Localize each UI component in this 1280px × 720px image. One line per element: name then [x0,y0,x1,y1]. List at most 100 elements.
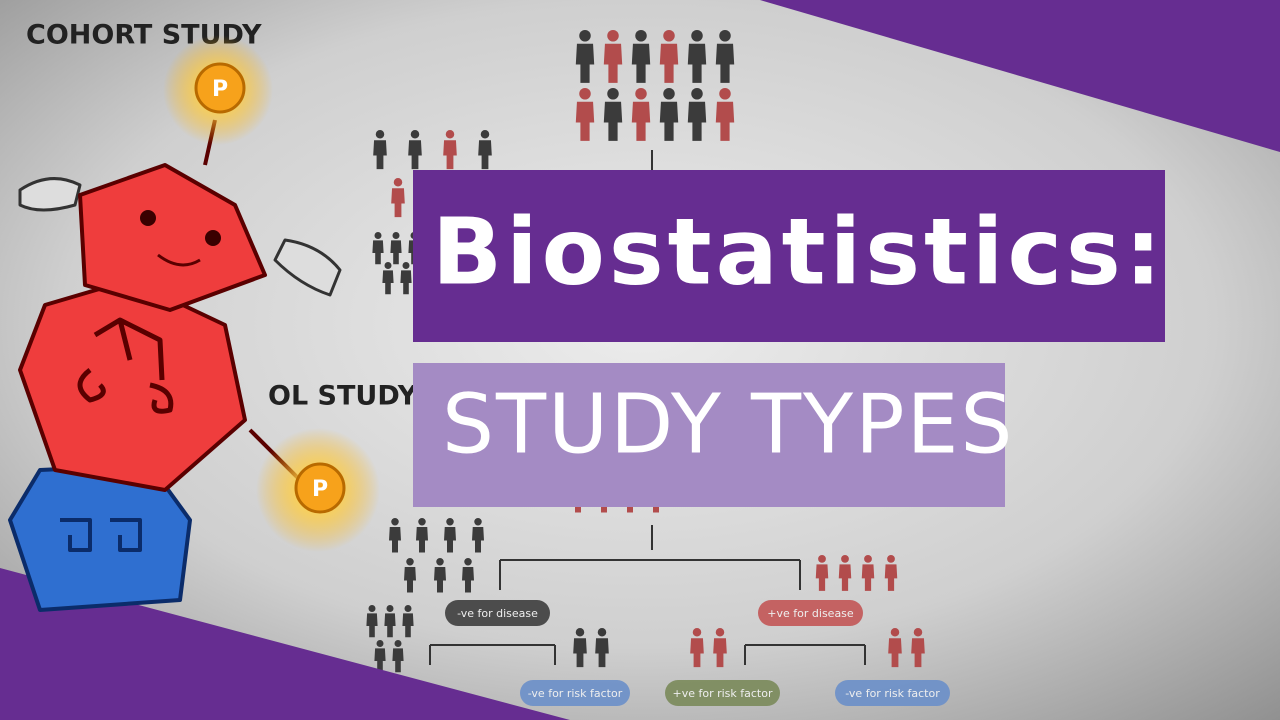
person [631,88,651,141]
person [884,555,898,591]
label-box [520,680,630,706]
person [715,88,735,141]
person-head [391,518,399,526]
person-head [635,88,647,100]
stroke-path [77,317,174,414]
person [390,232,402,265]
person [389,518,401,553]
person-head [841,555,849,563]
label-box [835,680,950,706]
person-head [719,30,731,42]
person-head [445,130,455,139]
person-body [402,613,414,638]
person [603,88,623,141]
person-head [368,605,376,612]
person-body [373,140,387,170]
person-head [386,605,394,612]
corner-band [760,0,1280,152]
heading: OL STUDY [268,381,418,412]
stroke-path [499,525,801,590]
person-head [418,518,426,526]
person-body [715,101,735,141]
person-body [391,188,405,218]
stroke-path [18,177,82,212]
person-head [410,130,420,139]
person-head [384,262,392,269]
person-head [394,640,402,647]
person-head [579,88,591,100]
title: Biostatistics: [432,198,1166,305]
person [861,555,875,591]
box-label: -ve for disease [457,607,538,620]
person [366,605,378,638]
person-head [607,30,619,42]
shape [194,62,246,114]
person [392,640,404,673]
shape [294,462,346,514]
person-head [575,628,585,637]
stroke-path [429,644,556,665]
person [659,88,679,141]
person [659,30,679,83]
label-box [665,680,780,706]
person-head [375,130,385,139]
person [402,605,414,638]
person [472,518,484,553]
person-body [384,613,396,638]
box-label: -ve for risk factor [528,687,623,700]
label-box [445,600,550,626]
person-body [416,527,428,553]
box-label: +ve for disease [767,607,854,620]
stroke-path [60,518,142,552]
person-head [376,640,384,647]
person-body [861,564,875,591]
person-body [404,567,416,593]
person [384,605,396,638]
coin-label: P [312,477,328,502]
person-head [436,558,444,566]
stroke-path [8,463,192,612]
stroke-path [744,644,866,665]
person-head [464,558,472,566]
person [400,262,412,295]
person [434,558,446,593]
person [408,130,422,170]
person-head [663,88,675,100]
box-label: -ve for risk factor [845,687,940,700]
person [372,232,384,265]
mascot: P P [8,35,380,612]
person-head [597,628,607,637]
label-box [758,600,863,626]
person-head [691,30,703,42]
title-box [413,170,1165,342]
person-head [691,88,703,100]
person [715,30,735,83]
person-head [474,518,482,526]
person-body [575,101,595,141]
person-head [913,628,923,637]
person-body [815,564,829,591]
person-head [887,555,895,563]
person-body [389,527,401,553]
stroke-path [78,163,267,312]
person [416,518,428,553]
person [687,88,707,141]
stroke-path [157,253,201,267]
person-body [659,101,679,141]
person [575,88,595,141]
person-body [884,564,898,591]
person-body [838,564,852,591]
person-head [406,558,414,566]
person-body [372,240,384,265]
person-body [687,101,707,141]
person-body [687,43,707,83]
person-head [607,88,619,100]
person [603,30,623,83]
person-body [366,613,378,638]
person-head [719,88,731,100]
person-body [575,43,595,83]
subtitle: STUDY TYPES [442,377,1014,472]
person-head [818,555,826,563]
person [404,558,416,593]
